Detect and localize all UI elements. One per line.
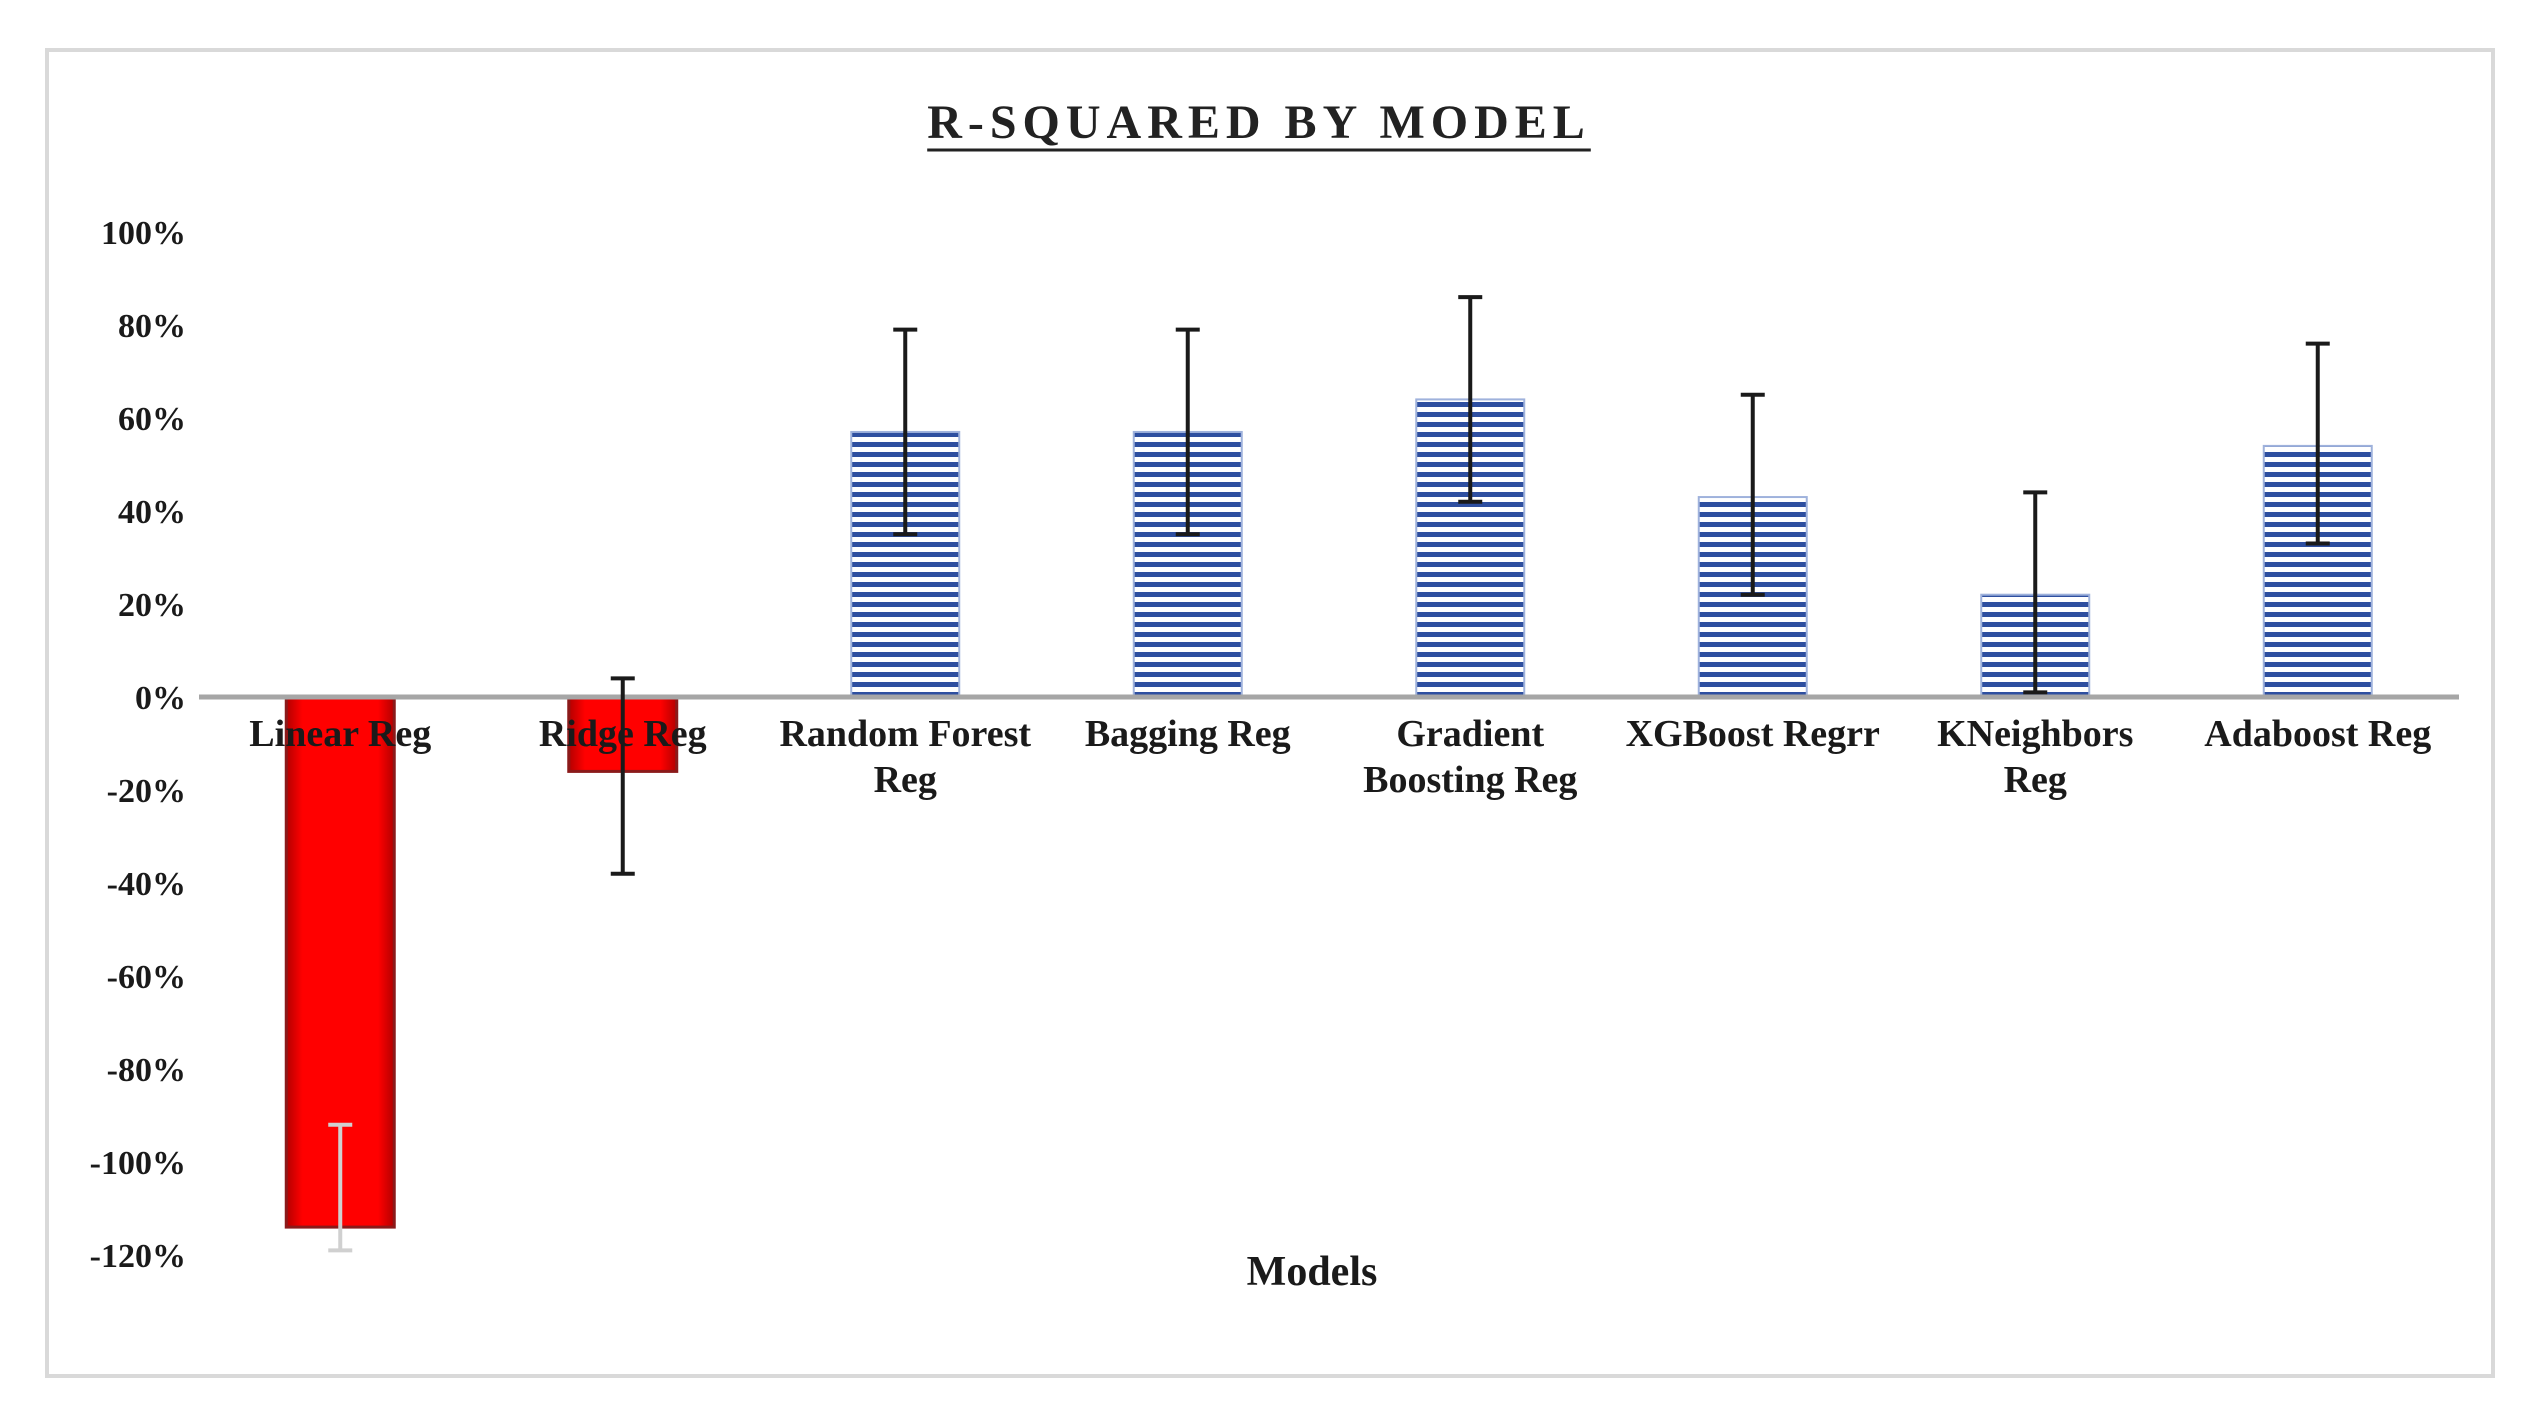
- y-tick-label: -40%: [107, 866, 186, 903]
- x-category-label: Bagging Reg: [1085, 713, 1291, 755]
- x-category-label: Adaboost Reg: [2204, 713, 2431, 755]
- x-axis-categories: Linear Reg Ridge Reg Random ForestRegBaggi…: [249, 713, 2431, 801]
- y-tick-label: 80%: [118, 308, 186, 345]
- y-tick-label: -80%: [107, 1052, 186, 1089]
- y-tick-label: 40%: [118, 494, 186, 531]
- y-tick-label: 20%: [118, 587, 186, 624]
- y-axis-ticks: 100% 80% 60% 40% 20% 0% -20% -40% -60% -80% -100% -…: [90, 215, 186, 1275]
- y-tick-label: -60%: [107, 959, 186, 996]
- x-category-label: Linear Reg: [249, 713, 431, 755]
- bars-group: [284, 398, 2373, 1229]
- x-category-label: KNeighbors: [1937, 713, 2133, 755]
- r-squared-bar-chart: R-SQUARED BY MODEL 100% 80% 60% 40% 20% 0% -20…: [90, 96, 2459, 1295]
- y-tick-label: 60%: [118, 401, 186, 438]
- x-category-label: Random Forest: [779, 713, 1031, 755]
- y-tick-label: -20%: [107, 773, 186, 810]
- y-tick-label: 100%: [101, 215, 186, 252]
- chart-title: R-SQUARED BY MODEL: [927, 96, 1591, 149]
- x-axis-title: Models: [1247, 1249, 1378, 1295]
- y-tick-label: -120%: [90, 1238, 186, 1275]
- x-category-label: Reg: [874, 759, 937, 801]
- chart-title-group: R-SQUARED BY MODEL: [927, 96, 1591, 152]
- x-category-label: Gradient: [1396, 713, 1544, 755]
- x-category-label: Ridge Reg: [539, 713, 707, 755]
- error-bars-group: [328, 295, 2330, 1253]
- x-category-label: XGBoost Regrr: [1626, 713, 1880, 755]
- x-category-label: Boosting Reg: [1363, 759, 1577, 801]
- y-tick-label: -100%: [90, 1145, 186, 1182]
- y-tick-label: 0%: [135, 680, 186, 717]
- x-category-label: Reg: [2004, 759, 2067, 801]
- chart-frame: R-SQUARED BY MODEL 100% 80% 60% 40% 20% 0% -20…: [45, 48, 2495, 1378]
